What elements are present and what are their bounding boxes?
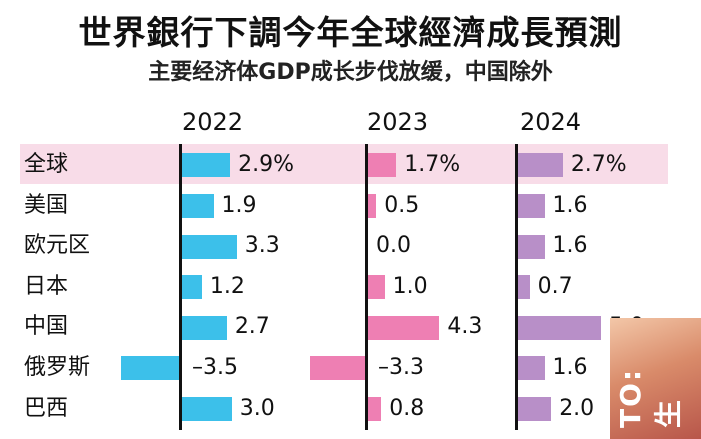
bar-2022 bbox=[182, 275, 202, 300]
data-label-2022: 3.0 bbox=[239, 395, 275, 421]
bar-2024 bbox=[518, 356, 545, 381]
bar-2022 bbox=[182, 396, 232, 421]
data-label-2022: 1.2 bbox=[209, 273, 245, 299]
bar-2023 bbox=[368, 396, 382, 421]
data-label-2023: 0.8 bbox=[389, 395, 425, 421]
bar-2023 bbox=[368, 315, 440, 340]
year-header-2022: 2022 bbox=[182, 108, 244, 136]
data-label-2024: 1.6 bbox=[552, 192, 588, 218]
data-label-2022: 2.9% bbox=[238, 152, 295, 177]
bar-2024 bbox=[518, 153, 563, 178]
category-label: 俄罗斯 bbox=[24, 355, 91, 380]
data-label-2024: 0.7 bbox=[537, 273, 573, 299]
bar-2024 bbox=[518, 234, 545, 259]
category-label: 美国 bbox=[24, 192, 69, 218]
bar-2023 bbox=[310, 356, 365, 381]
bar-2022 bbox=[182, 234, 237, 259]
bar-2022 bbox=[182, 153, 231, 178]
data-label-2024: 1.6 bbox=[552, 355, 588, 380]
category-label: 日本 bbox=[24, 273, 69, 299]
bar-2022 bbox=[182, 315, 227, 340]
bar-2023 bbox=[368, 193, 377, 218]
data-label-2022: 3.3 bbox=[244, 233, 280, 259]
bar-2022 bbox=[182, 193, 214, 218]
category-label: 巴西 bbox=[24, 395, 69, 421]
data-label-2023: 1.7% bbox=[404, 152, 461, 177]
corner-photo: TO:生 bbox=[610, 318, 701, 439]
data-label-2022: 1.9 bbox=[221, 192, 257, 218]
zero-axis-2023 bbox=[365, 144, 368, 430]
zero-axis-2022 bbox=[179, 144, 182, 430]
data-label-2024: 1.6 bbox=[552, 233, 588, 259]
zero-axis-2024 bbox=[515, 144, 518, 430]
bar-2024 bbox=[518, 193, 545, 218]
category-label: 欧元区 bbox=[24, 233, 91, 259]
category-label: 中国 bbox=[24, 314, 69, 340]
data-label-2022: 2.7 bbox=[234, 314, 270, 340]
data-label-2022: –3.5 bbox=[192, 355, 238, 380]
bar-2024 bbox=[518, 315, 601, 340]
bar-2024 bbox=[518, 275, 530, 300]
chart-title: 世界銀行下調今年全球經濟成長預測 bbox=[78, 13, 623, 52]
data-label-2024: 2.7% bbox=[570, 152, 627, 177]
category-label: 全球 bbox=[24, 152, 69, 177]
bar-2023 bbox=[368, 153, 397, 178]
chart-subtitle: 主要经济体GDP成长步伐放缓，中国除外 bbox=[148, 60, 553, 85]
year-header-2024: 2024 bbox=[520, 108, 582, 136]
bar-2024 bbox=[518, 396, 552, 421]
data-label-2024: 2.0 bbox=[559, 395, 595, 421]
bar-2022 bbox=[120, 356, 179, 381]
data-label-2023: 1.0 bbox=[392, 273, 428, 299]
data-label-2023: 0.0 bbox=[376, 233, 411, 259]
data-label-2023: 0.5 bbox=[384, 192, 420, 218]
data-label-2023: 4.3 bbox=[447, 314, 483, 340]
photo-text: TO:生 bbox=[614, 367, 685, 428]
year-header-2023: 2023 bbox=[367, 108, 429, 136]
data-label-2023: –3.3 bbox=[378, 355, 424, 380]
bar-2023 bbox=[368, 275, 385, 300]
